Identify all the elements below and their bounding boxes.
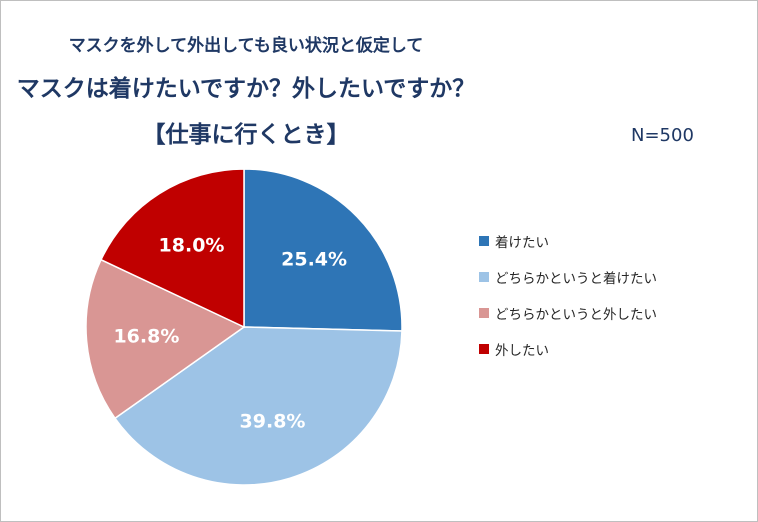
legend-item-1: どちらかというと着けたい <box>479 267 657 287</box>
chart-scenario: 【仕事に行くとき】 <box>142 122 350 148</box>
chart-subtitle: マスクは着けたいですか？外したいですか？ <box>16 76 476 102</box>
pie-slice-0 <box>243 168 403 332</box>
data-label-1: 39.8% <box>240 411 306 433</box>
legend-label-3: 外したい <box>495 343 549 359</box>
legend-swatch-1 <box>479 272 489 282</box>
legend-swatch-0 <box>479 236 489 246</box>
legend-item-0: 着けたい <box>479 231 549 251</box>
pie-slice-3 <box>100 168 245 329</box>
legend-label-2: どちらかというと外したい <box>495 307 657 323</box>
legend-item-2: どちらかというと外したい <box>479 303 657 323</box>
legend-swatch-2 <box>479 308 489 318</box>
data-label-2: 16.8% <box>113 326 179 348</box>
legend-label-1: どちらかというと着けたい <box>495 271 657 287</box>
sample-size-label: N=500 <box>631 125 694 146</box>
legend-item-3: 外したい <box>479 339 549 359</box>
chart-title: マスクを外して外出しても良い状況と仮定して <box>68 36 424 56</box>
data-label-3: 18.0% <box>159 234 225 256</box>
pie-slice-2 <box>85 258 246 420</box>
legend-swatch-3 <box>479 344 489 354</box>
legend-label-0: 着けたい <box>495 235 549 251</box>
data-label-0: 25.4% <box>281 249 347 271</box>
pie-slice-1 <box>113 326 403 486</box>
